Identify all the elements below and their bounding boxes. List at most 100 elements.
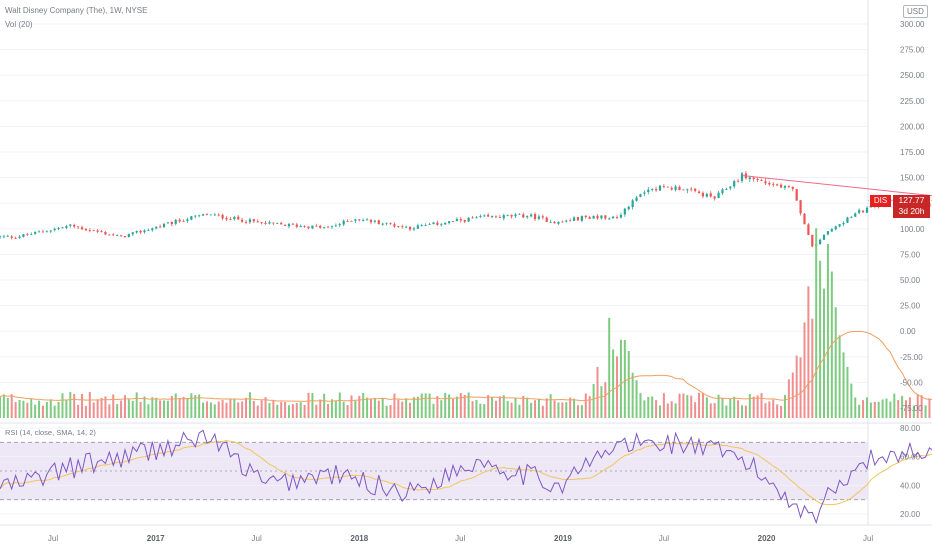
candle-body <box>612 216 615 219</box>
volume-bar <box>241 401 244 418</box>
bar-countdown: 3d 20h <box>898 206 925 216</box>
volume-bar <box>807 286 810 418</box>
x-tick-label: 2019 <box>554 534 572 543</box>
volume-bar <box>733 396 736 418</box>
volume-bar <box>815 228 818 418</box>
candle-body <box>116 235 119 236</box>
candle-body <box>811 234 814 247</box>
volume-bar <box>674 403 677 418</box>
volume-bar <box>213 404 216 418</box>
volume-bar <box>662 393 665 418</box>
volume-bar <box>440 400 443 418</box>
candle-body <box>69 224 72 226</box>
volume-bar <box>725 405 728 418</box>
candle-body <box>389 223 392 225</box>
volume-bar <box>73 393 76 418</box>
volume-bar <box>155 397 158 418</box>
volume-bar <box>69 392 72 418</box>
volume-bar <box>908 397 911 418</box>
candle-body <box>530 214 533 217</box>
candle-body <box>694 188 697 192</box>
volume-bar <box>842 352 845 418</box>
volume-bar <box>0 396 1 418</box>
volume-bar <box>783 394 786 418</box>
candle-body <box>252 219 255 222</box>
candle-body <box>34 231 37 234</box>
volume-bar <box>897 400 900 418</box>
candle-body <box>822 234 826 240</box>
candle-body <box>77 226 80 228</box>
candle-body <box>6 236 9 238</box>
y-tick-label: 100.00 <box>900 225 925 234</box>
volume-bar <box>92 402 95 418</box>
candle-body <box>30 233 33 235</box>
candle-body <box>408 226 412 230</box>
volume-bar <box>721 397 724 418</box>
candle-body <box>662 186 665 188</box>
candle-body <box>190 216 193 220</box>
volume-bar <box>690 395 693 418</box>
volume-bar <box>385 405 388 418</box>
volume-bar <box>487 395 490 418</box>
volume-bar <box>151 397 154 418</box>
volume-bar <box>545 398 548 418</box>
candle-body <box>549 221 552 223</box>
currency-button[interactable]: USD <box>903 5 928 18</box>
last-price-badge: 127.77 3d 20h <box>893 195 930 218</box>
volume-bar <box>112 394 115 418</box>
candle-body <box>291 223 294 225</box>
volume-bar <box>209 402 212 418</box>
candle-body <box>2 236 6 238</box>
candle-body <box>752 177 755 180</box>
candle-body <box>861 210 865 213</box>
candle-body <box>490 216 494 217</box>
candle-body <box>53 228 56 231</box>
candle-body <box>666 186 669 188</box>
volume-bar <box>651 396 654 418</box>
volume-bar <box>737 400 740 418</box>
volume-bar <box>518 404 521 418</box>
candle-body <box>373 220 377 222</box>
volume-bar <box>147 404 150 418</box>
candle-body <box>569 220 572 222</box>
volume-bar <box>885 398 888 418</box>
candle-body <box>526 216 529 218</box>
volume-bar <box>862 400 865 418</box>
volume-bar <box>534 400 537 418</box>
volume-bar <box>190 393 193 418</box>
volume-indicator-label[interactable]: Vol (20) <box>5 20 33 29</box>
volume-bar <box>416 396 419 418</box>
volume-bar <box>194 395 197 418</box>
candle-body <box>221 214 224 219</box>
candle-body <box>834 226 837 230</box>
candle-body <box>330 226 334 228</box>
volume-bar <box>452 399 455 418</box>
candle-body <box>639 194 642 197</box>
candle-body <box>233 216 236 220</box>
volume-bar <box>717 394 720 418</box>
volume-bar <box>573 398 576 418</box>
volume-bar <box>901 395 904 418</box>
candle-body <box>448 221 451 224</box>
volume-bar <box>163 400 166 418</box>
candle-body <box>182 221 185 222</box>
candle-body <box>61 227 64 229</box>
volume-bar <box>123 395 126 418</box>
candle-body <box>100 231 103 233</box>
volume-bar <box>698 392 701 418</box>
volume-bar <box>229 399 232 418</box>
candle-body <box>10 236 13 238</box>
candle-body <box>768 182 771 185</box>
volume-bar <box>561 402 564 418</box>
volume-bar <box>510 402 513 418</box>
candle-body <box>159 226 162 228</box>
volume-bar <box>65 400 68 418</box>
candle-body <box>201 214 205 216</box>
volume-bar <box>166 400 169 418</box>
volume-bar <box>522 395 525 418</box>
rsi-indicator-label[interactable]: RSI (14, close, SMA, 14, 2) <box>5 428 96 437</box>
volume-bar <box>393 393 396 418</box>
y-tick-label: 50.00 <box>900 276 921 285</box>
